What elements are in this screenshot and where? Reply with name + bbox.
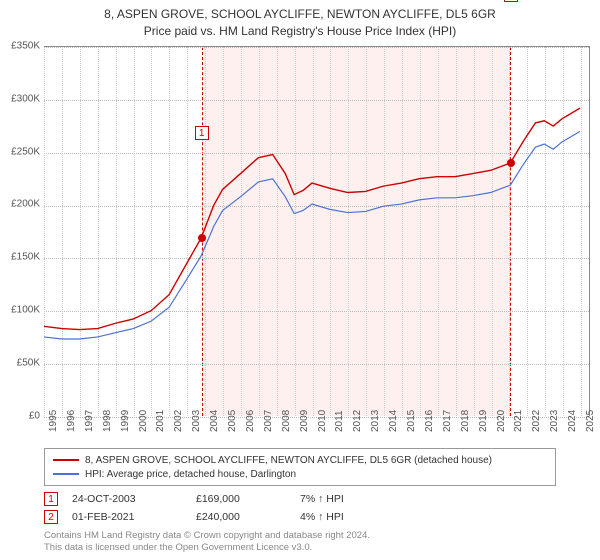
xtick-label: 2008 (281, 410, 292, 432)
legend-item: 8, ASPEN GROVE, SCHOOL AYCLIFFE, NEWTON … (53, 453, 547, 467)
xtick-label: 2018 (460, 410, 471, 432)
xtick-label: 2015 (406, 410, 417, 432)
xtick-label: 2021 (513, 410, 524, 432)
xtick-label: 1998 (102, 410, 113, 432)
up-arrow-icon: ↑ (318, 493, 323, 505)
xtick-label: 2001 (155, 410, 166, 432)
xtick-label: 2024 (567, 410, 578, 432)
ytick-label: £200K (0, 199, 40, 210)
sale-marker-icon: 1 (44, 492, 58, 506)
legend-label: HPI: Average price, detached house, Darl… (85, 469, 296, 480)
xtick-label: 1995 (48, 410, 59, 432)
sale-marker-box: 1 (195, 126, 209, 140)
sales-row: 2 01-FEB-2021 £240,000 4% ↑ HPI (44, 508, 556, 526)
sale-delta: 7% ↑ HPI (300, 493, 380, 505)
title-block: 8, ASPEN GROVE, SCHOOL AYCLIFFE, NEWTON … (0, 0, 600, 40)
xtick-label: 1996 (66, 410, 77, 432)
xtick-label: 2023 (549, 410, 560, 432)
ytick-label: £350K (0, 41, 40, 52)
footer: Contains HM Land Registry data © Crown c… (44, 530, 556, 554)
ytick-label: £300K (0, 94, 40, 105)
xtick-label: 2013 (370, 410, 381, 432)
ytick-label: £250K (0, 147, 40, 158)
up-arrow-icon: ↑ (318, 511, 323, 523)
legend-swatch (53, 473, 79, 475)
xtick-label: 2020 (496, 410, 507, 432)
sale-price: £240,000 (196, 511, 286, 523)
sale-date: 24-OCT-2003 (72, 493, 182, 505)
ytick-label: £100K (0, 305, 40, 316)
xtick-label: 2011 (334, 410, 345, 432)
sales-table: 1 24-OCT-2003 £169,000 7% ↑ HPI 2 01-FEB… (44, 490, 556, 526)
footer-line-2: This data is licensed under the Open Gov… (44, 542, 556, 554)
legend-item: HPI: Average price, detached house, Darl… (53, 467, 547, 481)
ytick-label: £0 (0, 411, 40, 422)
sale-marker-box: 2 (504, 0, 518, 2)
xtick-label: 2014 (388, 410, 399, 432)
plot-area: 12 (44, 46, 590, 416)
sale-price: £169,000 (196, 493, 286, 505)
sale-marker-dot (198, 234, 206, 242)
xtick-label: 2000 (138, 410, 149, 432)
sale-marker-icon: 2 (44, 510, 58, 524)
plot-inner: 12 (44, 47, 589, 416)
legend-label: 8, ASPEN GROVE, SCHOOL AYCLIFFE, NEWTON … (85, 455, 492, 466)
footer-line-1: Contains HM Land Registry data © Crown c… (44, 530, 556, 542)
xtick-label: 2017 (442, 410, 453, 432)
xtick-label: 2005 (227, 410, 238, 432)
xtick-label: 2004 (209, 410, 220, 432)
ytick-label: £150K (0, 252, 40, 263)
xtick-label: 2003 (191, 410, 202, 432)
legend: 8, ASPEN GROVE, SCHOOL AYCLIFFE, NEWTON … (44, 448, 556, 486)
xtick-label: 2010 (317, 410, 328, 432)
xtick-label: 2019 (478, 410, 489, 432)
title-line-2: Price paid vs. HM Land Registry's House … (0, 23, 600, 40)
xtick-label: 2007 (263, 410, 274, 432)
xtick-label: 2006 (245, 410, 256, 432)
xtick-label: 2022 (531, 410, 542, 432)
xtick-label: 2012 (352, 410, 363, 432)
line-svg (44, 47, 589, 416)
sales-row: 1 24-OCT-2003 £169,000 7% ↑ HPI (44, 490, 556, 508)
series-line (44, 131, 580, 339)
series-line (44, 108, 580, 329)
xtick-label: 2009 (299, 410, 310, 432)
sale-delta: 4% ↑ HPI (300, 511, 380, 523)
xtick-label: 1997 (84, 410, 95, 432)
sale-marker-dot (507, 159, 515, 167)
ytick-label: £50K (0, 358, 40, 369)
legend-swatch (53, 459, 79, 461)
xtick-label: 2002 (173, 410, 184, 432)
xtick-label: 1999 (120, 410, 131, 432)
title-line-1: 8, ASPEN GROVE, SCHOOL AYCLIFFE, NEWTON … (0, 6, 600, 23)
chart-container: 8, ASPEN GROVE, SCHOOL AYCLIFFE, NEWTON … (0, 0, 600, 560)
sale-date: 01-FEB-2021 (72, 511, 182, 523)
xtick-label: 2016 (424, 410, 435, 432)
xtick-label: 2025 (585, 410, 596, 432)
